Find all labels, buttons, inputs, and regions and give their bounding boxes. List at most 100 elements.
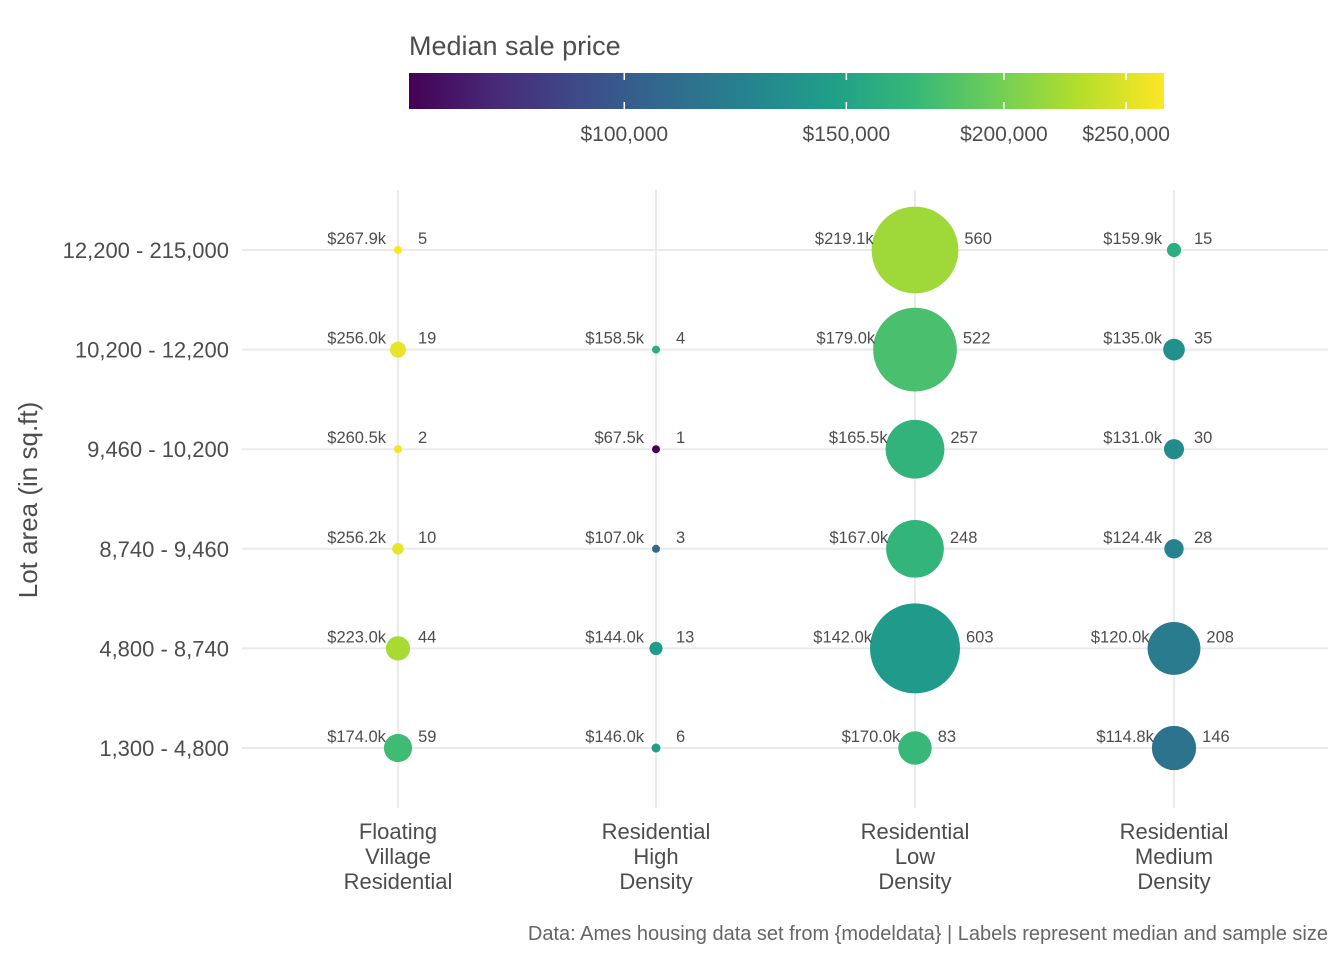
sample-size-label: 13 [676, 628, 694, 646]
sample-size-label: 83 [938, 728, 956, 746]
median-label: $170.0k [842, 728, 901, 746]
sample-size-label: 30 [1194, 429, 1212, 447]
x-tick-label: High [633, 844, 678, 869]
x-tick-label: Density [1137, 869, 1210, 894]
sample-size-label: 10 [418, 529, 436, 547]
y-tick-label: 4,800 - 8,740 [99, 636, 229, 661]
x-tick-label: Density [878, 869, 951, 894]
median-label: $124.4k [1103, 529, 1162, 547]
median-label: $135.0k [1103, 330, 1162, 348]
median-label: $223.0k [327, 628, 386, 646]
sample-size-label: 44 [418, 628, 436, 646]
axes: Lot area (in sq.ft) 1,300 - 4,800 4,800 -… [13, 238, 1228, 894]
bubble-residential-medium-density-10-200-12-200 [1163, 338, 1185, 361]
median-label: $158.5k [585, 330, 644, 348]
sample-size-label: 15 [1194, 230, 1212, 248]
x-tick-label: Density [619, 869, 692, 894]
x-tick-label: Floating [359, 819, 437, 844]
bubbles [383, 206, 1201, 771]
x-tick-label: Village [365, 844, 431, 869]
point-labels: $267.9k 5 $256.0k 19 $260.5k 2 $256.2k 10 $223.0… [327, 230, 1234, 746]
bubble-residential-medium-density-9-460-10-200 [1163, 439, 1185, 460]
median-label: $144.0k [585, 628, 644, 646]
median-label: $142.0k [813, 628, 872, 646]
sample-size-label: 35 [1194, 330, 1212, 348]
median-label: $174.0k [327, 728, 386, 746]
bubble-residential-high-density-1-300-4-800 [651, 743, 661, 753]
sample-size-label: 257 [950, 429, 978, 447]
bubble-residential-high-density-8-740-9-460 [652, 544, 660, 553]
sample-size-label: 560 [964, 230, 992, 248]
bubble-floating-village-residential-9-460-10-200 [394, 445, 402, 454]
y-axis-title: Lot area (in sq.ft) [13, 402, 43, 599]
y-tick-label: 12,200 - 215,000 [63, 238, 229, 263]
x-tick-label: Residential [861, 819, 970, 844]
median-label: $267.9k [327, 230, 386, 248]
bubble-residential-low-density-4-800-8-740 [870, 603, 960, 694]
median-label: $165.5k [829, 429, 888, 447]
bubble-residential-low-density-9-460-10-200 [885, 419, 945, 479]
sample-size-label: 3 [676, 529, 685, 547]
y-tick-label: 1,300 - 4,800 [99, 736, 229, 761]
bubble-floating-village-residential-10-200-12-200 [390, 341, 406, 358]
bubble-floating-village-residential-1-300-4-800 [383, 733, 413, 763]
bubble-residential-low-density-10-200-12-200 [873, 307, 957, 392]
grid-lines [242, 190, 1328, 808]
legend-tick-label: $250,000 [1082, 123, 1170, 146]
bubble-residential-high-density-10-200-12-200 [652, 345, 660, 354]
median-label: $120.0k [1091, 628, 1150, 646]
x-tick-label: Low [895, 844, 935, 869]
sample-size-label: 248 [950, 529, 978, 547]
sample-size-label: 5 [418, 230, 427, 248]
bubble-floating-village-residential-4-800-8-740 [385, 636, 411, 661]
bubble-residential-low-density-1-300-4-800 [898, 731, 932, 765]
sample-size-label: 2 [418, 429, 427, 447]
y-tick-label: 10,200 - 12,200 [75, 338, 229, 363]
x-tick-label: Residential [602, 819, 711, 844]
median-label: $219.1k [815, 230, 874, 248]
bubble-residential-low-density-8-740-9-460 [886, 519, 944, 578]
y-tick-label: 8,740 - 9,460 [99, 537, 229, 562]
bubble-floating-village-residential-12-200-215-000 [393, 245, 403, 255]
sample-size-label: 4 [676, 330, 685, 348]
x-tick-label: Residential [1120, 819, 1229, 844]
median-label: $167.0k [829, 529, 888, 547]
median-label: $260.5k [327, 429, 386, 447]
median-label: $131.0k [1103, 429, 1162, 447]
y-tick-label: 9,460 - 10,200 [87, 437, 229, 462]
bubble-residential-medium-density-4-800-8-740 [1147, 621, 1201, 675]
sample-size-label: 1 [676, 429, 685, 447]
bubble-residential-medium-density-12-200-215-000 [1166, 242, 1182, 258]
median-label: $256.0k [327, 330, 386, 348]
sample-size-label: 208 [1206, 628, 1234, 646]
median-label: $179.0k [816, 330, 875, 348]
median-label: $67.5k [594, 429, 644, 447]
legend-tick-label: $100,000 [580, 123, 668, 146]
median-label: $146.0k [585, 728, 644, 746]
legend-tick-label: $200,000 [960, 123, 1048, 146]
bubble-floating-village-residential-8-740-9-460 [392, 543, 404, 555]
sample-size-label: 603 [966, 628, 994, 646]
median-label: $107.0k [585, 529, 644, 547]
legend-tick-label: $150,000 [803, 123, 891, 146]
chart-caption: Data: Ames housing data set from {modeld… [528, 923, 1328, 945]
sample-size-label: 28 [1194, 529, 1212, 547]
sample-size-label: 522 [963, 330, 991, 348]
bubble-residential-medium-density-8-740-9-460 [1164, 539, 1184, 559]
median-label: $159.9k [1103, 230, 1162, 248]
legend-title: Median sale price [409, 31, 621, 61]
x-tick-label: Medium [1135, 844, 1213, 869]
x-tick-label: Residential [344, 869, 453, 894]
sample-size-label: 146 [1202, 728, 1230, 746]
color-legend: Median sale price $100,000 $150,000 $200,0… [409, 31, 1170, 146]
median-label: $114.8k [1096, 728, 1154, 746]
sample-size-label: 59 [418, 728, 436, 746]
sample-size-label: 19 [418, 330, 436, 348]
sample-size-label: 6 [676, 728, 685, 746]
bubble-residential-medium-density-1-300-4-800 [1151, 725, 1197, 771]
bubble-residential-low-density-12-200-215-000 [871, 206, 959, 294]
median-label: $256.2k [327, 529, 386, 547]
bubble-residential-high-density-4-800-8-740 [649, 641, 663, 656]
bubble-residential-high-density-9-460-10-200 [652, 445, 660, 454]
